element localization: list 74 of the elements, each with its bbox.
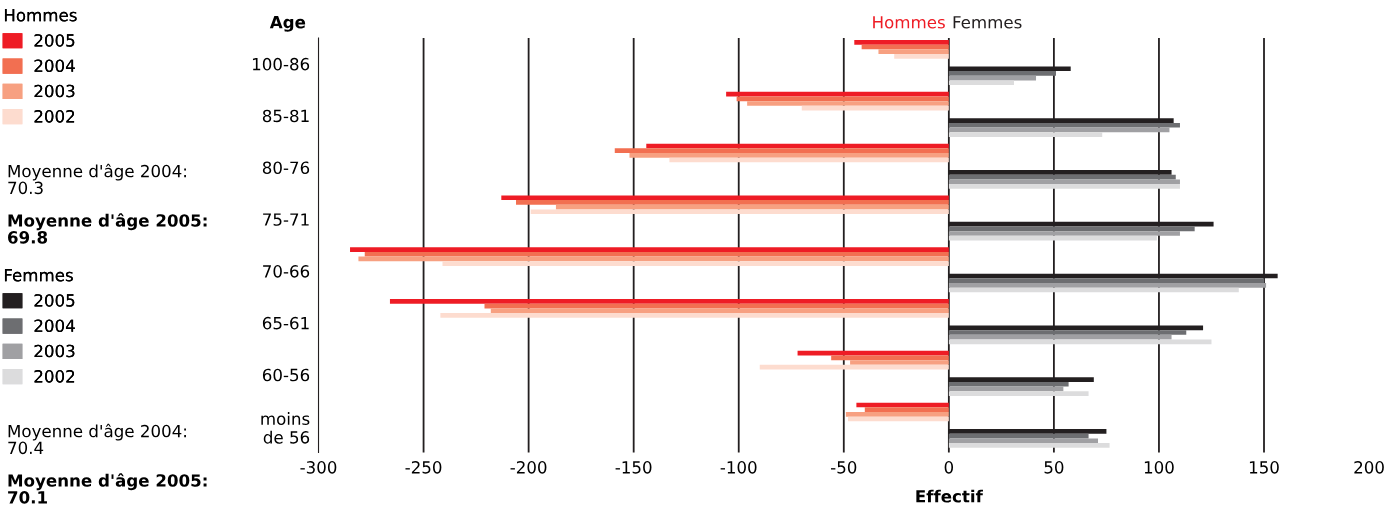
y-tick-label: 70-66 xyxy=(263,265,310,278)
bar xyxy=(948,184,1180,189)
bar xyxy=(878,49,949,55)
bar xyxy=(948,122,1180,128)
text: Femmes xyxy=(953,16,1022,29)
bar xyxy=(948,235,1157,241)
bar xyxy=(854,40,949,45)
y-tick-label: 75-71 xyxy=(263,213,309,226)
bar xyxy=(736,96,949,102)
legend-label: 2004 xyxy=(34,59,75,73)
y-tick-label: 60-56 xyxy=(262,368,310,382)
text: Femmes xyxy=(4,269,73,282)
bar xyxy=(948,381,1069,387)
bar xyxy=(797,350,949,356)
bar xyxy=(948,283,1267,288)
text: Moyenne d'âge 2005: 69.8 xyxy=(8,213,207,244)
bar xyxy=(948,179,1180,185)
y-tick-label: moins de 56 xyxy=(261,412,310,444)
bar xyxy=(948,71,1056,76)
bar xyxy=(948,80,1014,86)
y-axis-title: Age xyxy=(269,16,306,32)
bar xyxy=(614,148,949,153)
legend-label: 2003 xyxy=(34,84,75,98)
x-axis-title: Effectif xyxy=(916,489,983,503)
y-tick-label: 65-61 xyxy=(262,316,309,330)
bar xyxy=(845,411,949,417)
legend-label: 2005 xyxy=(34,294,75,307)
bar xyxy=(350,247,949,252)
x-tick-label: 150 xyxy=(1249,461,1279,474)
bar xyxy=(948,330,1187,335)
x-tick-label: 200 xyxy=(1354,461,1384,474)
bar xyxy=(948,132,1103,137)
legend-label: 2002 xyxy=(34,110,75,123)
bar xyxy=(389,299,949,304)
bar xyxy=(490,308,949,314)
legend-label: 2004 xyxy=(34,319,75,333)
text: Hommes xyxy=(873,16,945,29)
x-tick-label: -250 xyxy=(405,461,442,474)
x-tick-label: -200 xyxy=(510,461,547,474)
bar xyxy=(364,251,949,257)
bar xyxy=(948,278,1265,283)
x-tick-label: 50 xyxy=(1044,461,1064,474)
text: Moyenne d'âge 2005: 70.1 xyxy=(8,473,207,504)
bar xyxy=(759,364,949,370)
y-tick-label: 80-76 xyxy=(262,161,310,175)
bar xyxy=(629,152,949,158)
x-tick-label: 0 xyxy=(944,461,954,474)
bar xyxy=(948,443,1110,448)
bar xyxy=(894,54,949,59)
text: Hommes xyxy=(4,9,77,22)
bar xyxy=(850,360,949,365)
x-tick-label: 100 xyxy=(1144,461,1174,474)
text: Moyenne d'âge 2004: 70.3 xyxy=(8,163,186,195)
bar xyxy=(440,313,949,318)
legend-label: 2002 xyxy=(34,370,75,383)
x-tick-label: -50 xyxy=(830,461,857,474)
text: Moyenne d'âge 2004: 70.4 xyxy=(8,423,186,455)
x-tick-label: -100 xyxy=(720,461,757,474)
bar xyxy=(516,200,949,205)
bar xyxy=(948,438,1099,444)
bar xyxy=(530,209,949,215)
bar xyxy=(948,391,1089,396)
x-tick-label: -300 xyxy=(300,461,337,474)
y-tick-label: 85-81 xyxy=(262,109,309,123)
bar xyxy=(948,339,1212,345)
bar xyxy=(948,231,1180,236)
bar xyxy=(747,101,949,106)
y-tick-label: 100-86 xyxy=(252,57,310,71)
x-tick-label: -150 xyxy=(615,461,652,474)
legend-label: 2005 xyxy=(34,34,75,47)
legend-label: 2003 xyxy=(34,344,75,358)
bar xyxy=(864,407,949,412)
bar xyxy=(501,195,949,201)
bar xyxy=(442,261,949,266)
